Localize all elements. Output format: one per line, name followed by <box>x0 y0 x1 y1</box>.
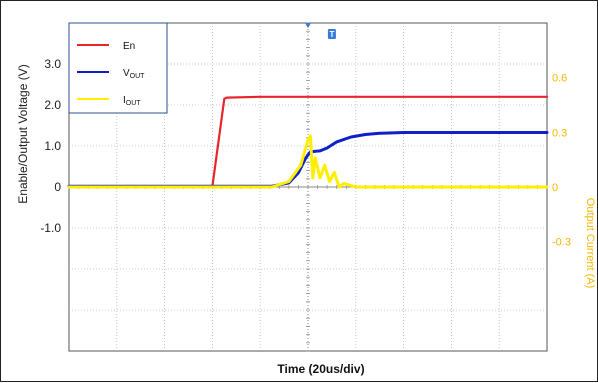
y-tick-label-left: 3.0 <box>44 57 61 71</box>
y-tick-label-left: -1.0 <box>40 221 61 235</box>
y-tick-label-left: 2.0 <box>44 98 61 112</box>
series-line-iout <box>67 134 549 189</box>
legend-entry-iout: IOUT <box>123 95 141 107</box>
x-axis-label: Time (20us/div) <box>277 362 364 376</box>
tick-labels: 3.0 2.0 1.0 0 -1.0 0.6 0.3 0 -0.3 <box>40 57 571 249</box>
series-group <box>67 95 549 189</box>
center-marker-icon <box>305 23 311 28</box>
y-tick-label-right: 0 <box>552 182 558 194</box>
trigger-marker-icon <box>327 29 336 39</box>
legend: En VOUT IOUT <box>68 22 168 114</box>
legend-entry-en: En <box>123 41 135 52</box>
y-tick-label-left: 0 <box>54 180 61 194</box>
trigger-marker-label: T <box>329 30 334 39</box>
y-tick-label-left: 1.0 <box>44 139 61 153</box>
y-axis-label-right: Output Current (A) <box>584 198 596 288</box>
y-tick-label-right: 0.6 <box>552 73 567 85</box>
y-tick-label-right: 0.3 <box>552 127 567 139</box>
legend-entry-vout: VOUT <box>123 68 145 80</box>
markers: T <box>305 23 336 39</box>
y-axis-label-left: Enable/Output Voltage (V) <box>16 64 30 203</box>
y-tick-label-right: -0.3 <box>552 237 571 249</box>
